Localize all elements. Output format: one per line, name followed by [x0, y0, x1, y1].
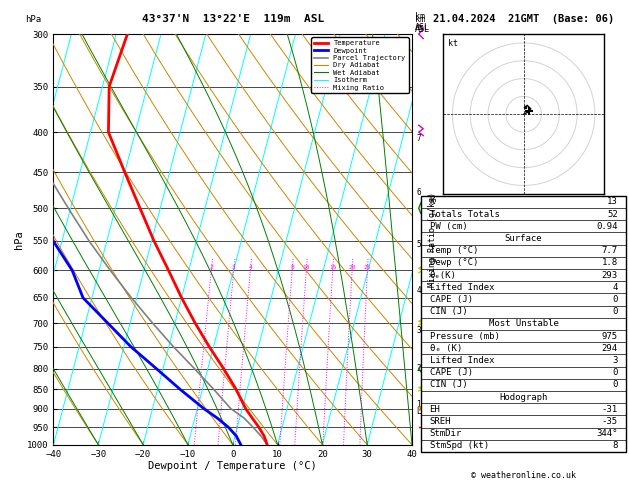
- Text: 0: 0: [612, 295, 618, 304]
- Text: 8: 8: [290, 265, 294, 270]
- Text: 3: 3: [612, 356, 618, 365]
- Text: StmDir: StmDir: [430, 429, 462, 438]
- Text: SREH: SREH: [430, 417, 451, 426]
- Text: Dewp (°C): Dewp (°C): [430, 259, 478, 267]
- Text: 0: 0: [612, 307, 618, 316]
- Text: CAPE (J): CAPE (J): [430, 368, 472, 377]
- Text: 294: 294: [601, 344, 618, 353]
- X-axis label: Dewpoint / Temperature (°C): Dewpoint / Temperature (°C): [148, 461, 317, 471]
- Text: 1.8: 1.8: [601, 259, 618, 267]
- Text: 5: 5: [416, 240, 421, 249]
- Text: 2: 2: [209, 265, 213, 270]
- Text: K: K: [430, 197, 435, 207]
- Text: 0: 0: [612, 368, 618, 377]
- Text: 13: 13: [607, 197, 618, 207]
- Text: Mixing Ratio (g/kg): Mixing Ratio (g/kg): [428, 192, 437, 287]
- Y-axis label: hPa: hPa: [14, 230, 25, 249]
- Text: Temp (°C): Temp (°C): [430, 246, 478, 255]
- Text: 21.04.2024  21GMT  (Base: 06): 21.04.2024 21GMT (Base: 06): [433, 14, 615, 24]
- Text: kt: kt: [448, 39, 459, 48]
- Text: 975: 975: [601, 331, 618, 341]
- Text: km
ASL: km ASL: [415, 12, 430, 32]
- Text: 4: 4: [416, 286, 421, 295]
- Text: 293: 293: [601, 271, 618, 279]
- Text: 43°37'N  13°22'E  119m  ASL: 43°37'N 13°22'E 119m ASL: [142, 14, 324, 24]
- Text: 1: 1: [416, 400, 421, 409]
- Text: EH: EH: [430, 405, 440, 414]
- Text: θₑ (K): θₑ (K): [430, 344, 462, 353]
- Text: 344°: 344°: [596, 429, 618, 438]
- Text: CAPE (J): CAPE (J): [430, 295, 472, 304]
- Legend: Temperature, Dewpoint, Parcel Trajectory, Dry Adiabat, Wet Adiabat, Isotherm, Mi: Temperature, Dewpoint, Parcel Trajectory…: [311, 37, 408, 93]
- Text: Totals Totals: Totals Totals: [430, 209, 499, 219]
- Text: 52: 52: [607, 209, 618, 219]
- Text: Surface: Surface: [505, 234, 542, 243]
- Text: © weatheronline.co.uk: © weatheronline.co.uk: [471, 471, 576, 480]
- Text: km
ASL: km ASL: [415, 15, 430, 34]
- Text: -35: -35: [601, 417, 618, 426]
- Text: 7.7: 7.7: [601, 246, 618, 255]
- Text: 6: 6: [416, 189, 421, 197]
- Text: Hodograph: Hodograph: [499, 393, 548, 401]
- Text: 25: 25: [364, 265, 371, 270]
- Text: 4: 4: [248, 265, 252, 270]
- Text: 8: 8: [612, 441, 618, 451]
- Text: 0: 0: [612, 381, 618, 389]
- Text: PW (cm): PW (cm): [430, 222, 467, 231]
- Text: 15: 15: [329, 265, 337, 270]
- Text: CIN (J): CIN (J): [430, 381, 467, 389]
- Text: 2: 2: [416, 364, 421, 373]
- Text: 7: 7: [416, 135, 421, 143]
- Text: LCL: LCL: [416, 407, 430, 416]
- Text: 10: 10: [303, 265, 310, 270]
- Text: 20: 20: [348, 265, 356, 270]
- Text: -31: -31: [601, 405, 618, 414]
- Text: 3: 3: [416, 326, 421, 335]
- Text: hPa: hPa: [25, 15, 42, 24]
- Text: Pressure (mb): Pressure (mb): [430, 331, 499, 341]
- Text: Lifted Index: Lifted Index: [430, 356, 494, 365]
- Text: StmSpd (kt): StmSpd (kt): [430, 441, 489, 451]
- Text: Lifted Index: Lifted Index: [430, 283, 494, 292]
- Text: CIN (J): CIN (J): [430, 307, 467, 316]
- Text: θₑ(K): θₑ(K): [430, 271, 457, 279]
- Text: 3: 3: [232, 265, 236, 270]
- Text: 0.94: 0.94: [596, 222, 618, 231]
- Text: Most Unstable: Most Unstable: [489, 319, 559, 329]
- Text: 4: 4: [612, 283, 618, 292]
